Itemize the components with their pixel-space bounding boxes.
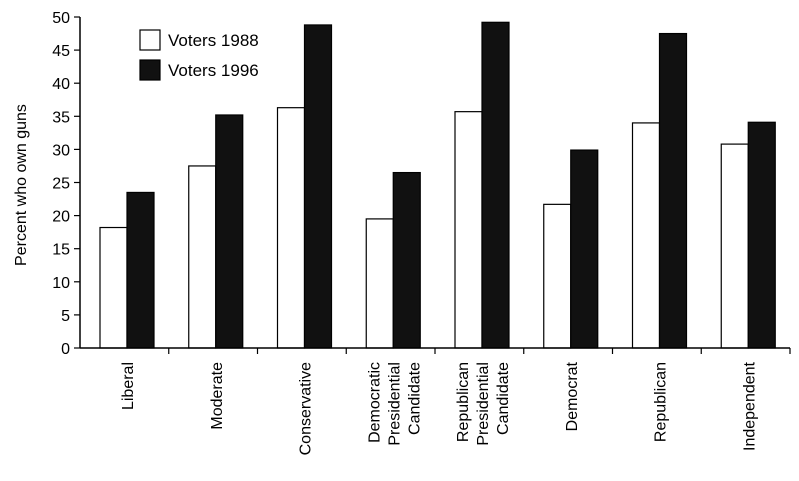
y-tick-label: 5 — [61, 308, 70, 325]
bar-1996-5 — [570, 149, 599, 349]
bar-1996-2 — [303, 24, 333, 349]
y-tick-label: 30 — [52, 142, 70, 159]
bars — [99, 21, 776, 349]
bar-1996-6 — [658, 32, 688, 349]
legend-label: Voters 1996 — [168, 61, 259, 80]
bar-1988-5 — [543, 203, 572, 349]
y-tick-label: 45 — [52, 43, 70, 60]
bar-1988-0 — [99, 226, 128, 349]
x-category-label: Republican — [653, 362, 670, 442]
x-category-label: Democrat — [564, 361, 581, 431]
bar-1996-3 — [392, 171, 421, 349]
y-tick-label: 40 — [52, 76, 70, 93]
y-tick-label: 0 — [61, 341, 70, 358]
y-tick-label: 15 — [52, 242, 70, 259]
y-axis-label: Percent who own guns — [13, 104, 30, 266]
y-tick-label: 35 — [52, 109, 70, 126]
x-category-label: Moderate — [209, 362, 226, 430]
x-category-label: Candidate — [495, 362, 512, 435]
legend-swatch — [139, 59, 161, 81]
bar-1988-1 — [188, 165, 217, 349]
bar-1988-2 — [276, 107, 306, 349]
bar-1996-4 — [481, 21, 510, 349]
x-category-label: Candidate — [406, 362, 423, 435]
bar-1988-6 — [631, 122, 661, 349]
bar-1996-0 — [126, 191, 155, 349]
x-category-label: Democratic — [366, 362, 383, 443]
x-category-label: Presidential — [475, 362, 492, 446]
legend-label: Voters 1988 — [168, 31, 259, 50]
bar-1988-3 — [365, 218, 394, 349]
y-tick-label: 20 — [52, 209, 70, 226]
y-tick-label: 25 — [52, 176, 70, 193]
x-category-label: Conservative — [298, 362, 315, 455]
y-tick-label: 10 — [52, 275, 70, 292]
y-axis: 0 5 10 15 20 25 30 35 40 45 50 — [52, 10, 81, 358]
x-category-label: Presidential — [386, 362, 403, 446]
bar-1996-7 — [747, 121, 776, 349]
legend: Voters 1988 Voters 1996 — [139, 29, 259, 81]
x-category-label: Republican — [455, 362, 472, 442]
legend-swatch — [139, 29, 161, 51]
bar-1988-4 — [454, 111, 483, 349]
x-axis: Liberal Moderate Conservative Democratic Pre… — [80, 347, 791, 455]
y-tick-label: 50 — [52, 10, 70, 27]
bar-1988-7 — [720, 143, 749, 349]
bar-1996-1 — [215, 114, 244, 349]
x-category-label: Independent — [741, 361, 758, 451]
x-category-label: Liberal — [120, 362, 137, 410]
